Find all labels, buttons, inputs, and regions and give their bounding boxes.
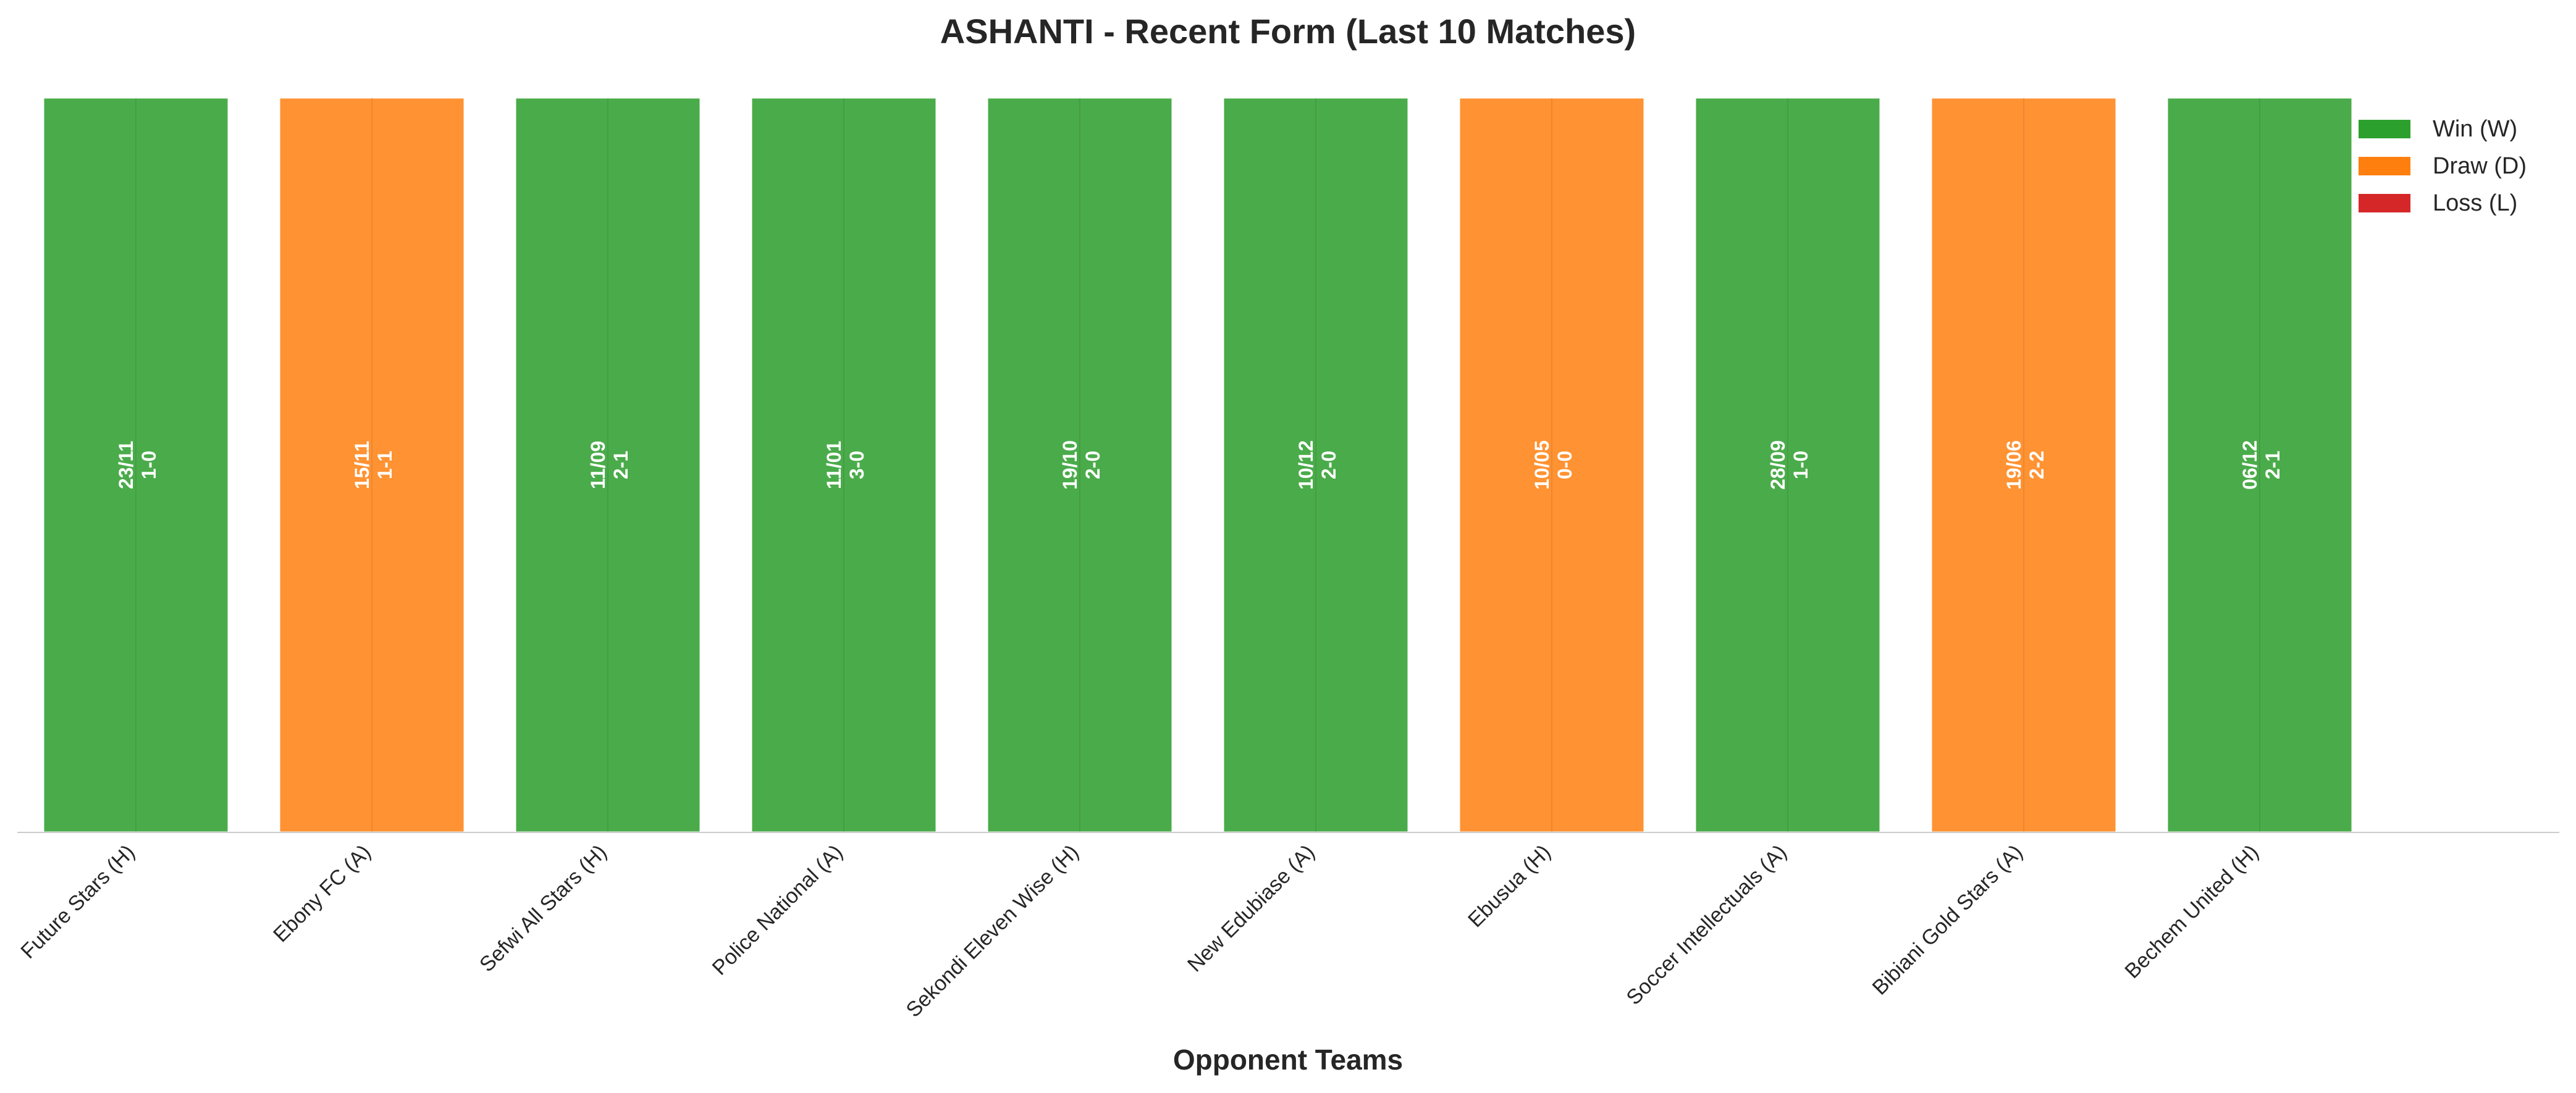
bar-data-label: 10/122-0	[1295, 440, 1340, 490]
legend-swatch	[2359, 157, 2410, 175]
bar-8	[1694, 96, 1882, 834]
bar-data-label: 11/092-1	[587, 441, 632, 489]
legend: Win (W) Draw (D) Loss (L)	[2359, 116, 2527, 216]
bar-data-label: 15/111-1	[351, 441, 396, 489]
bar-2	[278, 96, 466, 834]
legend-label: Loss (L)	[2433, 190, 2517, 216]
bar-1	[42, 96, 230, 834]
bar-4	[750, 96, 938, 834]
legend-label: Win (W)	[2433, 116, 2517, 142]
x-axis-title: Opponent Teams	[1173, 1044, 1403, 1076]
bar-6	[1222, 96, 1410, 834]
bar-10	[2166, 96, 2354, 834]
bar-data-label: 19/102-0	[1059, 440, 1104, 490]
bar-3	[514, 96, 702, 834]
legend-label: Draw (D)	[2433, 153, 2527, 179]
bar-7	[1458, 96, 1646, 834]
bars-group: 23/111-0 15/111-1 11/092-1 11/013-0 19/102-0…	[42, 96, 2354, 834]
legend-swatch	[2359, 120, 2410, 138]
legend-swatch	[2359, 194, 2410, 212]
bar-9	[1930, 96, 2118, 834]
bar-data-label: 19/062-2	[2003, 440, 2048, 490]
bar-data-label: 11/013-0	[823, 441, 868, 489]
bar-data-label: 06/122-1	[2239, 440, 2284, 490]
bar-data-label: 28/091-0	[1767, 440, 1812, 490]
chart-title: ASHANTI - Recent Form (Last 10 Matches)	[940, 12, 1636, 51]
bar-data-label: 10/050-0	[1531, 440, 1576, 490]
bar-5	[986, 96, 1174, 834]
bar-data-label: 23/111-0	[115, 441, 160, 489]
